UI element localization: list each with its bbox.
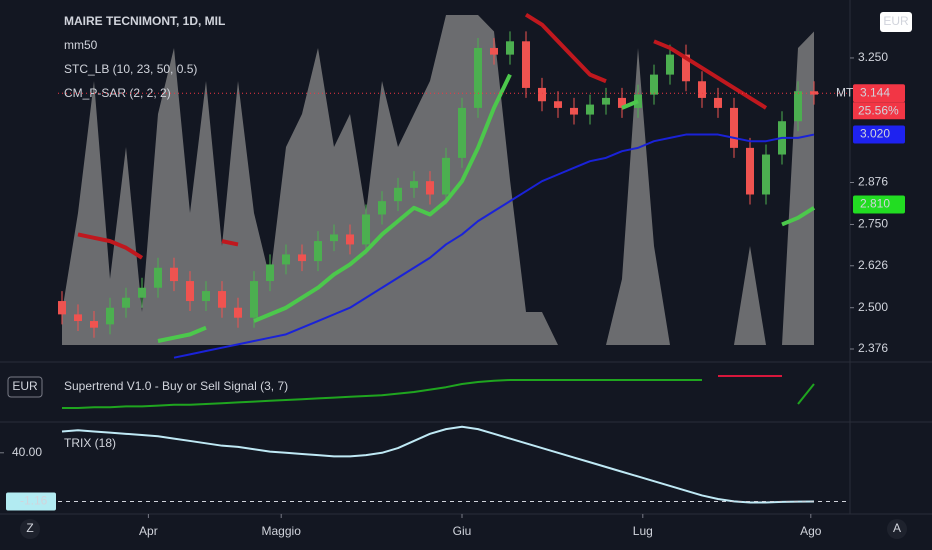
- trix-badge-label: -1.16: [20, 494, 48, 508]
- candle-body: [698, 81, 706, 98]
- candle-body: [570, 107, 578, 115]
- y-tick-label: 2.876: [858, 175, 888, 189]
- currency-badge: [7, 376, 43, 398]
- price-badge: [853, 84, 905, 103]
- change-badge: [853, 102, 905, 120]
- candle-body: [90, 321, 98, 328]
- chart-title: MAIRE TECNIMONT, 1D, MIL: [64, 14, 225, 28]
- sar-line: [253, 73, 512, 323]
- candle-body: [266, 264, 274, 282]
- sar-line: [781, 206, 816, 227]
- x-tick-label: Giu: [453, 524, 472, 538]
- ma-line: [173, 133, 815, 359]
- y-tick-label: 2.626: [858, 258, 888, 272]
- sar-line: [221, 239, 239, 247]
- candle-body: [554, 101, 562, 108]
- y-tick-label: 3.250: [858, 50, 888, 64]
- candle-body: [506, 41, 514, 55]
- candle-body: [394, 187, 402, 202]
- candle-body: [170, 267, 178, 282]
- candle-body: [282, 254, 290, 265]
- corner-button-label[interactable]: Z: [26, 521, 33, 535]
- trix-line: [61, 425, 815, 504]
- candle-body: [218, 291, 226, 308]
- candle-body: [106, 307, 114, 325]
- price-badge-label: 2.810: [860, 197, 890, 211]
- sar-line: [157, 325, 207, 343]
- candle-body: [122, 297, 130, 308]
- candle-body: [602, 97, 610, 105]
- candle-body: [730, 107, 738, 148]
- legend-entry: CM_P-SAR (2, 2, 2): [64, 86, 171, 100]
- candle-body: [74, 314, 82, 322]
- sar-line: [653, 39, 768, 110]
- sar-line: [524, 12, 607, 84]
- candle-body: [362, 214, 370, 245]
- candle-body: [250, 281, 258, 318]
- legend-entry: STC_LB (10, 23, 50, 0.5): [64, 62, 197, 76]
- candle-body: [474, 47, 482, 108]
- candle-body: [522, 41, 530, 88]
- candle-body: [298, 254, 306, 262]
- y-tick-label: 40.00: [12, 445, 42, 459]
- y-tick-label: 2.750: [858, 217, 888, 231]
- legend-entry: mm50: [64, 38, 98, 52]
- sar-line: [621, 99, 639, 110]
- stc-area: [62, 15, 814, 345]
- change-badge-label: 25.56%: [858, 103, 899, 117]
- candle-body: [442, 157, 450, 195]
- candle-body: [138, 287, 146, 298]
- candle-body: [746, 147, 754, 195]
- currency-badge: [880, 12, 912, 32]
- candle-body: [666, 54, 674, 75]
- currency-label: EUR: [12, 379, 38, 393]
- sar-line: [77, 232, 144, 260]
- price-badge: [853, 195, 905, 214]
- x-tick-label: Maggio: [262, 524, 302, 538]
- candle-body: [762, 154, 770, 195]
- panel-title: Supertrend V1.0 - Buy or Sell Signal (3,…: [64, 379, 288, 393]
- candle-body: [618, 97, 626, 108]
- candle-body: [650, 74, 658, 95]
- price-badge-label: 3.144: [860, 85, 890, 99]
- candle-body: [426, 181, 434, 195]
- candle-body: [490, 47, 498, 55]
- candle-body: [682, 54, 690, 82]
- candle-body: [234, 307, 242, 318]
- candle-body: [330, 234, 338, 242]
- candle-body: [586, 104, 594, 115]
- supertrend-line: [62, 379, 702, 409]
- candle-body: [202, 291, 210, 302]
- corner-button[interactable]: [887, 519, 907, 539]
- candle-body: [538, 87, 546, 102]
- price-badge-label: 3.020: [860, 127, 890, 141]
- candle-body: [154, 267, 162, 288]
- candle-body: [314, 241, 322, 262]
- supertrend-line: [797, 383, 815, 405]
- x-tick-label: Apr: [139, 524, 158, 538]
- x-tick-label: Lug: [633, 524, 653, 538]
- x-tick-label: Ago: [800, 524, 822, 538]
- trix-badge: [6, 492, 56, 511]
- price-badge: [853, 125, 905, 144]
- candle-body: [186, 281, 194, 302]
- candle-body: [458, 107, 466, 158]
- panel-title: TRIX (18): [64, 436, 116, 450]
- currency-label: EUR: [883, 14, 909, 28]
- corner-button[interactable]: [20, 519, 40, 539]
- candle-body: [58, 301, 66, 315]
- candle-body: [346, 234, 354, 245]
- y-tick-label: 2.376: [858, 341, 888, 355]
- candle-body: [714, 97, 722, 108]
- candle-body: [794, 91, 802, 122]
- corner-button-label[interactable]: A: [893, 521, 901, 535]
- candle-body: [378, 201, 386, 215]
- y-tick-label: 2.500: [858, 300, 888, 314]
- candle-body: [410, 181, 418, 188]
- badge-name: MT: [836, 85, 854, 99]
